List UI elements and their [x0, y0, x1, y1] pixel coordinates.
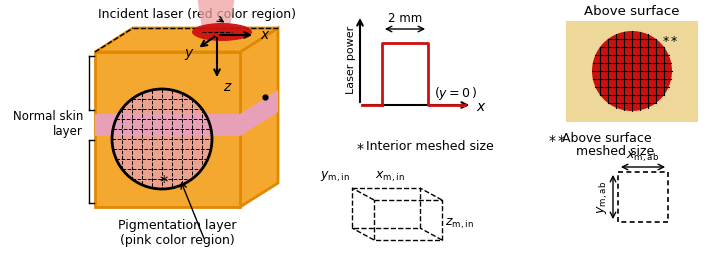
- Text: 2 mm: 2 mm: [388, 12, 422, 25]
- Text: $**$: $**$: [548, 132, 566, 146]
- Polygon shape: [95, 28, 278, 52]
- Circle shape: [592, 31, 672, 111]
- Text: Pigmentation layer
(pink color region): Pigmentation layer (pink color region): [118, 219, 236, 247]
- Text: $z$: $z$: [223, 80, 233, 94]
- Polygon shape: [240, 90, 278, 136]
- Ellipse shape: [192, 23, 252, 41]
- Text: Above surface: Above surface: [584, 5, 680, 18]
- Text: $x$: $x$: [476, 100, 487, 114]
- Text: Above surface: Above surface: [562, 132, 652, 145]
- Bar: [618, 172, 668, 222]
- Text: $y$: $y$: [184, 48, 194, 62]
- Text: $y_\mathrm{m,ab}$: $y_\mathrm{m,ab}$: [596, 180, 610, 214]
- Text: $x_\mathrm{m,in}$: $x_\mathrm{m,in}$: [375, 170, 405, 184]
- Text: meshed size: meshed size: [576, 145, 654, 158]
- Text: $x_\mathrm{m,ab}$: $x_\mathrm{m,ab}$: [626, 150, 660, 164]
- Polygon shape: [95, 52, 240, 207]
- Circle shape: [112, 89, 212, 189]
- Text: $z_\mathrm{m,in}$: $z_\mathrm{m,in}$: [445, 217, 474, 231]
- Polygon shape: [196, 0, 236, 28]
- Text: Incident laser (red color region): Incident laser (red color region): [98, 8, 296, 21]
- Text: $x$: $x$: [260, 28, 271, 42]
- Bar: [566, 21, 698, 122]
- Polygon shape: [240, 28, 278, 207]
- Text: Normal skin
layer: Normal skin layer: [13, 111, 83, 139]
- Text: $*$: $*$: [356, 140, 364, 154]
- Text: $(y=0\,)$: $(y=0\,)$: [434, 85, 477, 102]
- Text: Interior meshed size: Interior meshed size: [366, 140, 494, 153]
- Text: $**$: $**$: [662, 32, 678, 45]
- Text: $*$: $*$: [159, 172, 169, 190]
- Text: Laser power: Laser power: [346, 26, 356, 94]
- Text: $y_\mathrm{m,in}$: $y_\mathrm{m,in}$: [320, 170, 350, 184]
- Polygon shape: [95, 114, 240, 136]
